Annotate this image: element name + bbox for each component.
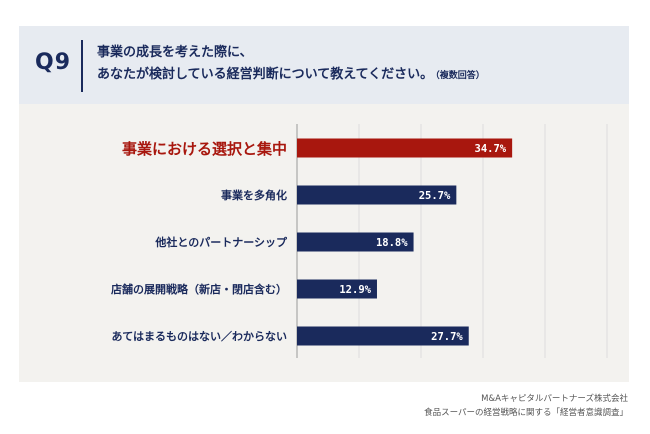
question-line-2-text: あなたが検討している経営判断について教えてください。: [97, 67, 434, 82]
value-label: 27.7%: [431, 331, 463, 343]
category-label: 事業を多角化: [221, 188, 287, 202]
bar: [297, 326, 469, 346]
value-label: 18.8%: [376, 237, 408, 249]
question-note: （複数回答）: [435, 71, 485, 81]
question-line-2: あなたが検討している経営判断について教えてください。 （複数回答）: [97, 64, 485, 87]
question-number: Q9: [35, 50, 72, 75]
category-label: 他社とのパートナーシップ: [154, 235, 288, 249]
value-label: 12.9%: [339, 284, 371, 296]
question-line-1: 事業の成長を考えた際に、: [97, 45, 253, 60]
value-label: 34.7%: [475, 143, 507, 155]
question-header: Q9 事業の成長を考えた際に、 あなたが検討している経営判断について教えてくださ…: [19, 26, 629, 104]
category-label: あてはまるものはない／わからない: [111, 330, 287, 343]
bar: [297, 185, 457, 205]
bar: [297, 279, 377, 299]
chart-panel: Q9 事業の成長を考えた際に、 あなたが検討している経営判断について教えてくださ…: [19, 26, 629, 382]
source-company: M&Aキャピタルパートナーズ株式会社: [481, 394, 628, 404]
bar: [297, 138, 513, 158]
source-survey: 食品スーパーの経営戦略に関する「経営者意識調査」: [424, 408, 628, 418]
bar: [297, 232, 414, 252]
value-label: 25.7%: [419, 190, 451, 202]
question-text: 事業の成長を考えた際に、 あなたが検討している経営判断について教えてください。（…: [97, 42, 485, 87]
header-divider: [81, 40, 83, 92]
category-label: 店舗の展開戦略（新店・閉店含む）: [111, 282, 287, 296]
category-label: 事業における選択と集中: [122, 140, 287, 158]
